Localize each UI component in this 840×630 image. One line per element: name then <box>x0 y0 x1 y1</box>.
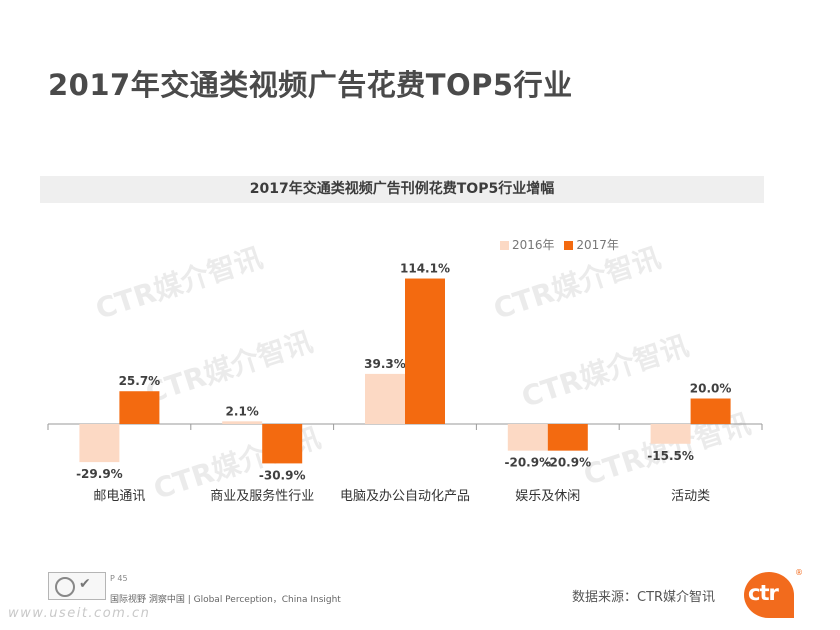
category-label: 邮电通讯 <box>93 489 145 504</box>
footer-tagline: 国际视野 洞察中国 | Global Perception，China Insi… <box>110 595 341 605</box>
data-label: -30.9% <box>259 468 306 482</box>
legend-swatch-2016 <box>500 241 509 250</box>
category-label: 娱乐及休闲 <box>515 489 580 504</box>
legend-label-2017: 2017年 <box>576 238 619 252</box>
bar-2016 <box>507 424 548 451</box>
chart-legend: 2016年 2017年 <box>500 236 625 253</box>
data-label: 114.1% <box>400 262 450 276</box>
bar-2016 <box>222 421 263 424</box>
data-label: -20.9% <box>504 456 551 470</box>
data-source: 数据来源：CTR媒介智讯 <box>572 590 716 605</box>
checkmark-icon: ✔ <box>79 576 91 592</box>
chart-title-banner: 2017年交通类视频广告刊例花费TOP5行业增幅 <box>40 176 764 203</box>
data-label: 20.0% <box>690 382 732 396</box>
bar-2017 <box>405 278 445 424</box>
registered-mark: ® <box>795 568 803 577</box>
certification-ring-icon <box>55 577 75 597</box>
bar-2017 <box>690 398 731 424</box>
legend-label-2016: 2016年 <box>512 238 555 252</box>
legend-item-2017: 2017年 <box>564 236 619 253</box>
category-label: 商业及服务性行业 <box>210 488 314 504</box>
data-label: 2.1% <box>226 404 259 418</box>
category-label: 活动类 <box>671 489 710 504</box>
data-label: -20.9% <box>544 456 591 470</box>
bar-2017 <box>119 391 160 424</box>
ctr-logo: ctr <box>744 572 794 618</box>
data-label: -29.9% <box>76 467 123 481</box>
bar-2017 <box>547 424 588 451</box>
certification-badge: ✔ <box>48 572 106 600</box>
legend-item-2016: 2016年 <box>500 236 555 253</box>
page-title: 2017年交通类视频广告花费TOP5行业 <box>48 68 573 102</box>
data-label: 25.7% <box>119 374 161 388</box>
ctr-logo-text: ctr <box>748 581 779 605</box>
page-number: P 45 <box>110 574 128 583</box>
bar-2017 <box>262 424 303 464</box>
data-label: -15.5% <box>647 449 694 463</box>
bar-2016 <box>365 373 405 424</box>
category-label: 电脑及办公自动化产品 <box>340 489 470 504</box>
bar-2016 <box>650 424 691 444</box>
chart-title: 2017年交通类视频广告刊例花费TOP5行业增幅 <box>249 181 555 197</box>
bar-2016 <box>79 424 120 463</box>
url-watermark: www.useit.com.cn <box>8 606 151 621</box>
data-label: 39.3% <box>364 357 406 371</box>
legend-swatch-2017 <box>564 241 574 250</box>
